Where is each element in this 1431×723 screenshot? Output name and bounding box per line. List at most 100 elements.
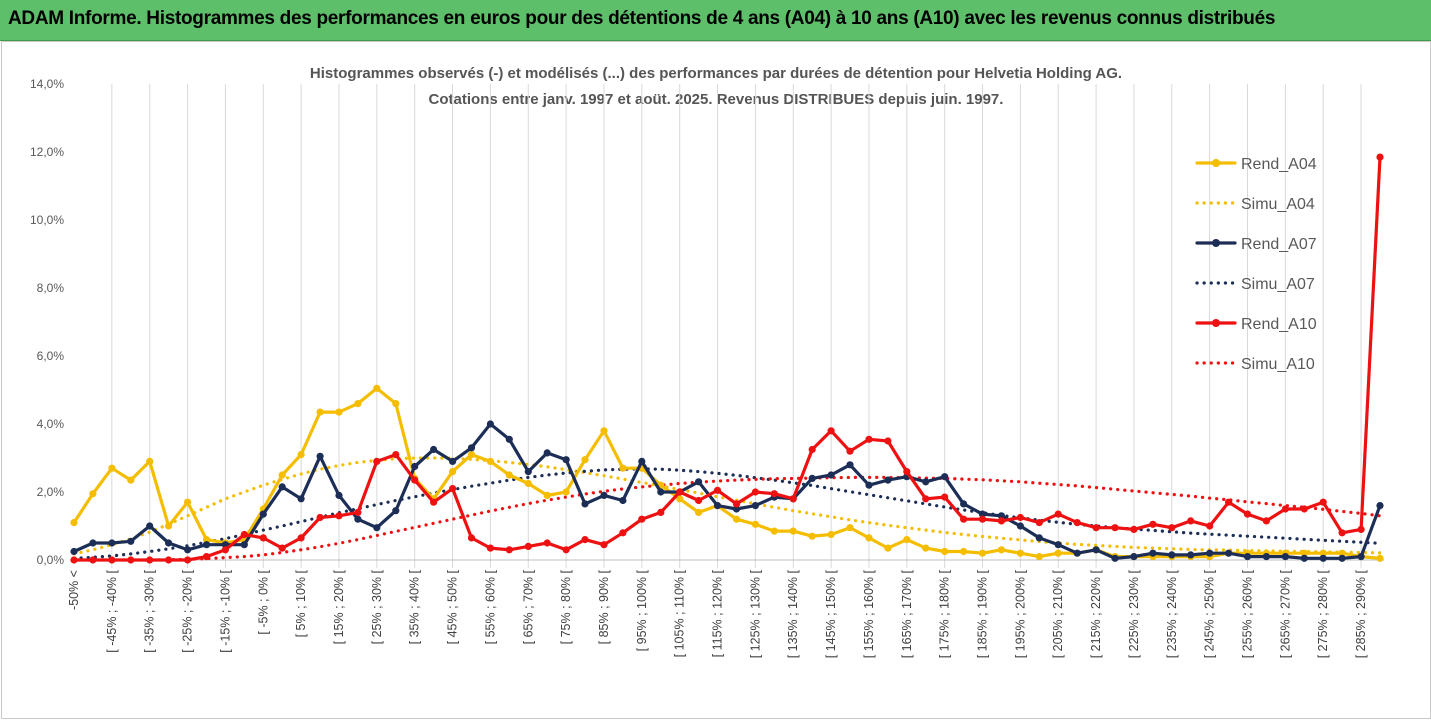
data-point-rend-a07 (411, 462, 419, 471)
data-point-rend-a10 (732, 500, 741, 508)
data-point-rend-a07 (89, 539, 97, 547)
x-tick-label: [ 285% ; 290% [ (1354, 569, 1368, 658)
series-line-simu-a10 (72, 475, 1382, 562)
x-tick-label: [ 205% ; 210% [ (1051, 569, 1065, 658)
data-point-rend-a04 (1338, 549, 1346, 557)
data-point-rend-a10 (808, 445, 816, 454)
chart-area: Histogrammes observés (-) et modélisés (… (1, 41, 1431, 719)
series-line-simu-a07 (72, 467, 1382, 560)
x-tick-label: [ 15% ; 20% [ (332, 569, 346, 644)
data-point-rend-a07 (430, 445, 438, 454)
y-tick-label: 0,0% (37, 553, 65, 567)
data-point-rend-a10 (221, 546, 229, 554)
data-point-rend-a07 (392, 507, 400, 515)
data-point-rend-a04 (808, 532, 816, 540)
x-tick-label: [ 75% ; 80% [ (559, 569, 573, 644)
data-point-rend-a10 (1281, 505, 1289, 513)
data-point-rend-a07 (1281, 553, 1289, 561)
data-point-rend-a10 (1357, 525, 1365, 533)
data-point-rend-a10 (1376, 153, 1384, 161)
data-point-rend-a10 (259, 534, 267, 542)
data-point-rend-a07 (1376, 502, 1384, 510)
x-tick-label: [ -35% ; -30% [ (143, 569, 157, 652)
data-point-rend-a07 (638, 457, 646, 465)
legend: Rend_A04 Simu_A04 Rend_A07 Simu_A07 Rend_A10… (1195, 156, 1317, 373)
data-point-rend-a04 (335, 408, 343, 416)
data-point-rend-a04 (600, 427, 608, 435)
data-point-rend-a10 (354, 508, 362, 516)
x-tick-label: [ -5% ; 0% [ (256, 569, 270, 634)
data-point-rend-a07 (1149, 549, 1157, 557)
x-tick-label: [ -15% ; -10% [ (218, 569, 232, 652)
data-point-rend-a10 (997, 517, 1006, 525)
data-point-rend-a04 (676, 495, 684, 503)
x-tick-label: [ 175% ; 180% [ (938, 569, 952, 658)
data-point-rend-a04 (941, 547, 949, 556)
data-point-rend-a10 (70, 556, 78, 564)
chart-title: Histogrammes observés (-) et modélisés (… (310, 65, 1122, 82)
data-point-rend-a07 (524, 468, 532, 476)
data-point-rend-a04 (789, 527, 797, 535)
data-point-rend-a07 (1262, 553, 1270, 561)
data-point-rend-a07 (1319, 554, 1327, 562)
data-point-rend-a10 (335, 512, 343, 520)
x-tick-label: [ 105% ; 110% [ (673, 569, 687, 657)
data-point-rend-a07 (543, 449, 551, 457)
x-tick-label: [ 25% ; 30% [ (370, 569, 384, 644)
data-point-rend-a04 (770, 527, 778, 535)
data-point-rend-a07 (335, 491, 343, 499)
data-point-rend-a04 (89, 490, 97, 498)
data-point-rend-a10 (524, 542, 532, 550)
legend-label: Rend_A10 (1241, 316, 1317, 333)
x-tick-label: [ 265% ; 270% [ (1278, 569, 1292, 658)
data-point-rend-a07 (1073, 549, 1081, 557)
data-point-rend-a10 (960, 515, 968, 523)
x-tick-label: [ -45% ; -40% [ (105, 569, 119, 652)
data-point-rend-a04 (373, 384, 381, 392)
data-point-rend-a10 (373, 457, 381, 465)
data-point-rend-a10 (846, 447, 854, 455)
x-tick-label: [ -25% ; -20% [ (181, 569, 195, 652)
data-point-rend-a07 (713, 502, 722, 510)
data-point-rend-a10 (1073, 519, 1081, 527)
x-tick-label: [ 5% ; 10% [ (294, 569, 308, 637)
data-point-rend-a07 (922, 478, 930, 486)
data-point-rend-a07 (1054, 541, 1062, 549)
data-point-rend-a07 (146, 522, 154, 530)
data-point-rend-a10 (1130, 525, 1138, 533)
data-point-rend-a04 (1300, 549, 1308, 557)
legend-marker (1212, 159, 1220, 167)
data-point-rend-a04 (184, 498, 192, 506)
data-point-rend-a07 (884, 476, 892, 484)
data-point-rend-a10 (827, 427, 835, 435)
data-point-rend-a10 (676, 488, 684, 496)
data-point-rend-a07 (1016, 522, 1024, 530)
data-point-rend-a10 (600, 541, 608, 549)
data-point-rend-a10 (240, 530, 248, 539)
y-tick-label: 6,0% (37, 349, 65, 363)
data-point-rend-a10 (202, 553, 211, 561)
data-point-rend-a07 (600, 491, 608, 499)
vertical-gridlines (111, 84, 1362, 568)
data-point-rend-a04 (922, 544, 930, 552)
y-tick-label: 8,0% (37, 281, 65, 295)
data-point-rend-a07 (505, 435, 513, 443)
legend-label: Rend_A07 (1241, 236, 1317, 253)
data-point-rend-a10 (581, 536, 589, 544)
data-point-rend-a04 (202, 536, 211, 544)
x-tick-label: [ 145% ; 150% [ (824, 569, 838, 658)
y-tick-label: 10,0% (30, 213, 64, 227)
data-point-rend-a10 (1262, 517, 1270, 525)
legend-label: Simu_A10 (1241, 356, 1315, 373)
data-point-rend-a07 (184, 546, 192, 554)
data-point-rend-a07 (373, 524, 381, 532)
data-point-rend-a10 (1225, 498, 1233, 506)
data-point-rend-a10 (1338, 529, 1346, 537)
x-tick-label: [ 125% ; 130% [ (748, 569, 762, 658)
data-point-rend-a10 (108, 556, 116, 564)
data-point-rend-a07 (978, 510, 987, 518)
x-tick-label: [ 225% ; 230% [ (1127, 569, 1141, 658)
data-point-rend-a07 (865, 481, 873, 489)
data-point-rend-a07 (1035, 534, 1043, 542)
data-point-rend-a07 (1168, 551, 1176, 559)
